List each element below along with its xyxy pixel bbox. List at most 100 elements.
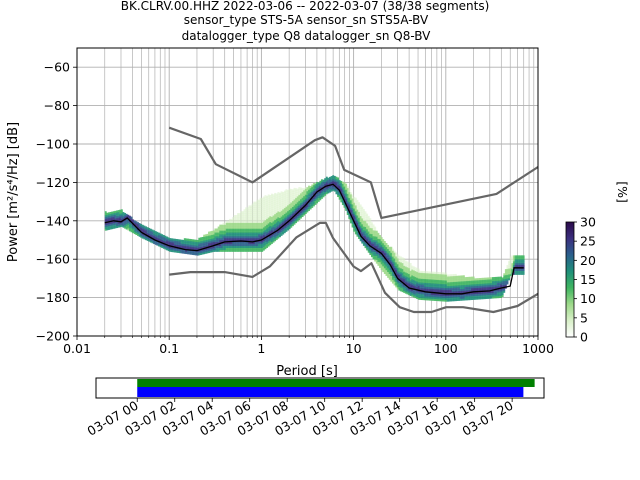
density-cell [491, 282, 494, 286]
density-cell [183, 251, 186, 254]
density-cell [409, 289, 412, 293]
density-cell [396, 267, 399, 271]
density-cell [267, 194, 270, 197]
density-cell [367, 250, 370, 253]
density-cell [249, 236, 252, 239]
density-cell [306, 198, 309, 201]
density-cell [304, 211, 307, 214]
density-cell [238, 243, 241, 247]
density-cell [254, 234, 257, 237]
density-cell [291, 204, 294, 207]
density-cell [462, 277, 465, 280]
density-cell [398, 259, 401, 262]
density-cell [459, 298, 462, 301]
density-cell [443, 285, 446, 289]
density-cell [393, 265, 396, 269]
density-cell [212, 238, 215, 241]
colorbar-tick-label: 0 [580, 330, 588, 345]
density-cell [208, 237, 210, 240]
density-cell [456, 277, 459, 280]
density-cell [348, 201, 351, 204]
density-cell [258, 247, 260, 250]
density-cell [462, 284, 465, 288]
density-cell [295, 199, 298, 202]
density-cell [364, 245, 367, 249]
density-cell [380, 242, 383, 246]
density-cell [233, 243, 236, 247]
density-cell [253, 211, 256, 214]
density-cell [454, 275, 457, 279]
density-cell [364, 242, 367, 245]
density-cell [283, 204, 286, 207]
density-cell [275, 212, 278, 215]
density-cell [314, 198, 317, 202]
density-cell [228, 220, 231, 224]
density-cell [146, 231, 149, 234]
density-cell [228, 222, 231, 225]
density-cell [511, 257, 514, 260]
density-cell [425, 292, 428, 295]
density-cell [382, 239, 385, 242]
density-cell [335, 184, 338, 187]
density-cell [416, 277, 419, 280]
density-cell [517, 259, 520, 262]
density-cell [220, 234, 223, 237]
density-cell [183, 249, 186, 252]
density-cell [441, 276, 444, 279]
density-cell [417, 297, 420, 300]
density-cell [350, 200, 352, 203]
density-cell [266, 205, 269, 208]
density-cell [285, 218, 288, 221]
density-cell [432, 281, 435, 284]
density-cell [417, 274, 420, 277]
density-cell [406, 284, 409, 287]
density-cell [190, 246, 193, 249]
density-cell [266, 243, 269, 246]
density-cell [285, 220, 288, 223]
density-cell [356, 207, 359, 210]
density-cell [172, 238, 175, 241]
density-cell [359, 221, 362, 224]
density-cell [327, 185, 330, 188]
density-cell [393, 267, 396, 271]
density-cell [451, 277, 454, 281]
density-cell [424, 278, 427, 282]
density-cell [109, 219, 112, 222]
density-cell [380, 265, 383, 269]
density-cell [461, 275, 464, 278]
density-cell [238, 234, 241, 237]
density-cell [233, 224, 236, 227]
density-cell [456, 285, 459, 288]
density-cell [430, 285, 433, 288]
density-cell [504, 280, 507, 283]
density-cell [293, 193, 296, 196]
density-cell [158, 238, 160, 241]
density-cell [488, 296, 491, 299]
density-cell [327, 191, 330, 194]
density-cell [282, 197, 285, 200]
density-cell [469, 295, 472, 299]
density-cell [404, 285, 407, 288]
density-cell [458, 281, 461, 284]
density-cell [316, 199, 319, 202]
density-cell [274, 206, 277, 209]
density-cell [508, 278, 511, 281]
density-cell [385, 252, 388, 255]
density-cell [238, 213, 241, 216]
density-cell [209, 242, 212, 245]
density-cell [243, 243, 246, 247]
density-cell [353, 208, 356, 211]
density-cell [290, 206, 293, 209]
density-cell [303, 199, 306, 203]
density-cell [114, 218, 117, 221]
density-cell [364, 228, 367, 231]
density-cell [316, 195, 319, 198]
density-cell [259, 197, 262, 200]
density-cell [274, 200, 277, 203]
density-cell [191, 246, 194, 250]
density-cell [320, 192, 323, 195]
density-cell [443, 276, 446, 279]
density-cell [232, 224, 235, 227]
density-cell [162, 244, 165, 247]
density-cell [116, 216, 118, 219]
